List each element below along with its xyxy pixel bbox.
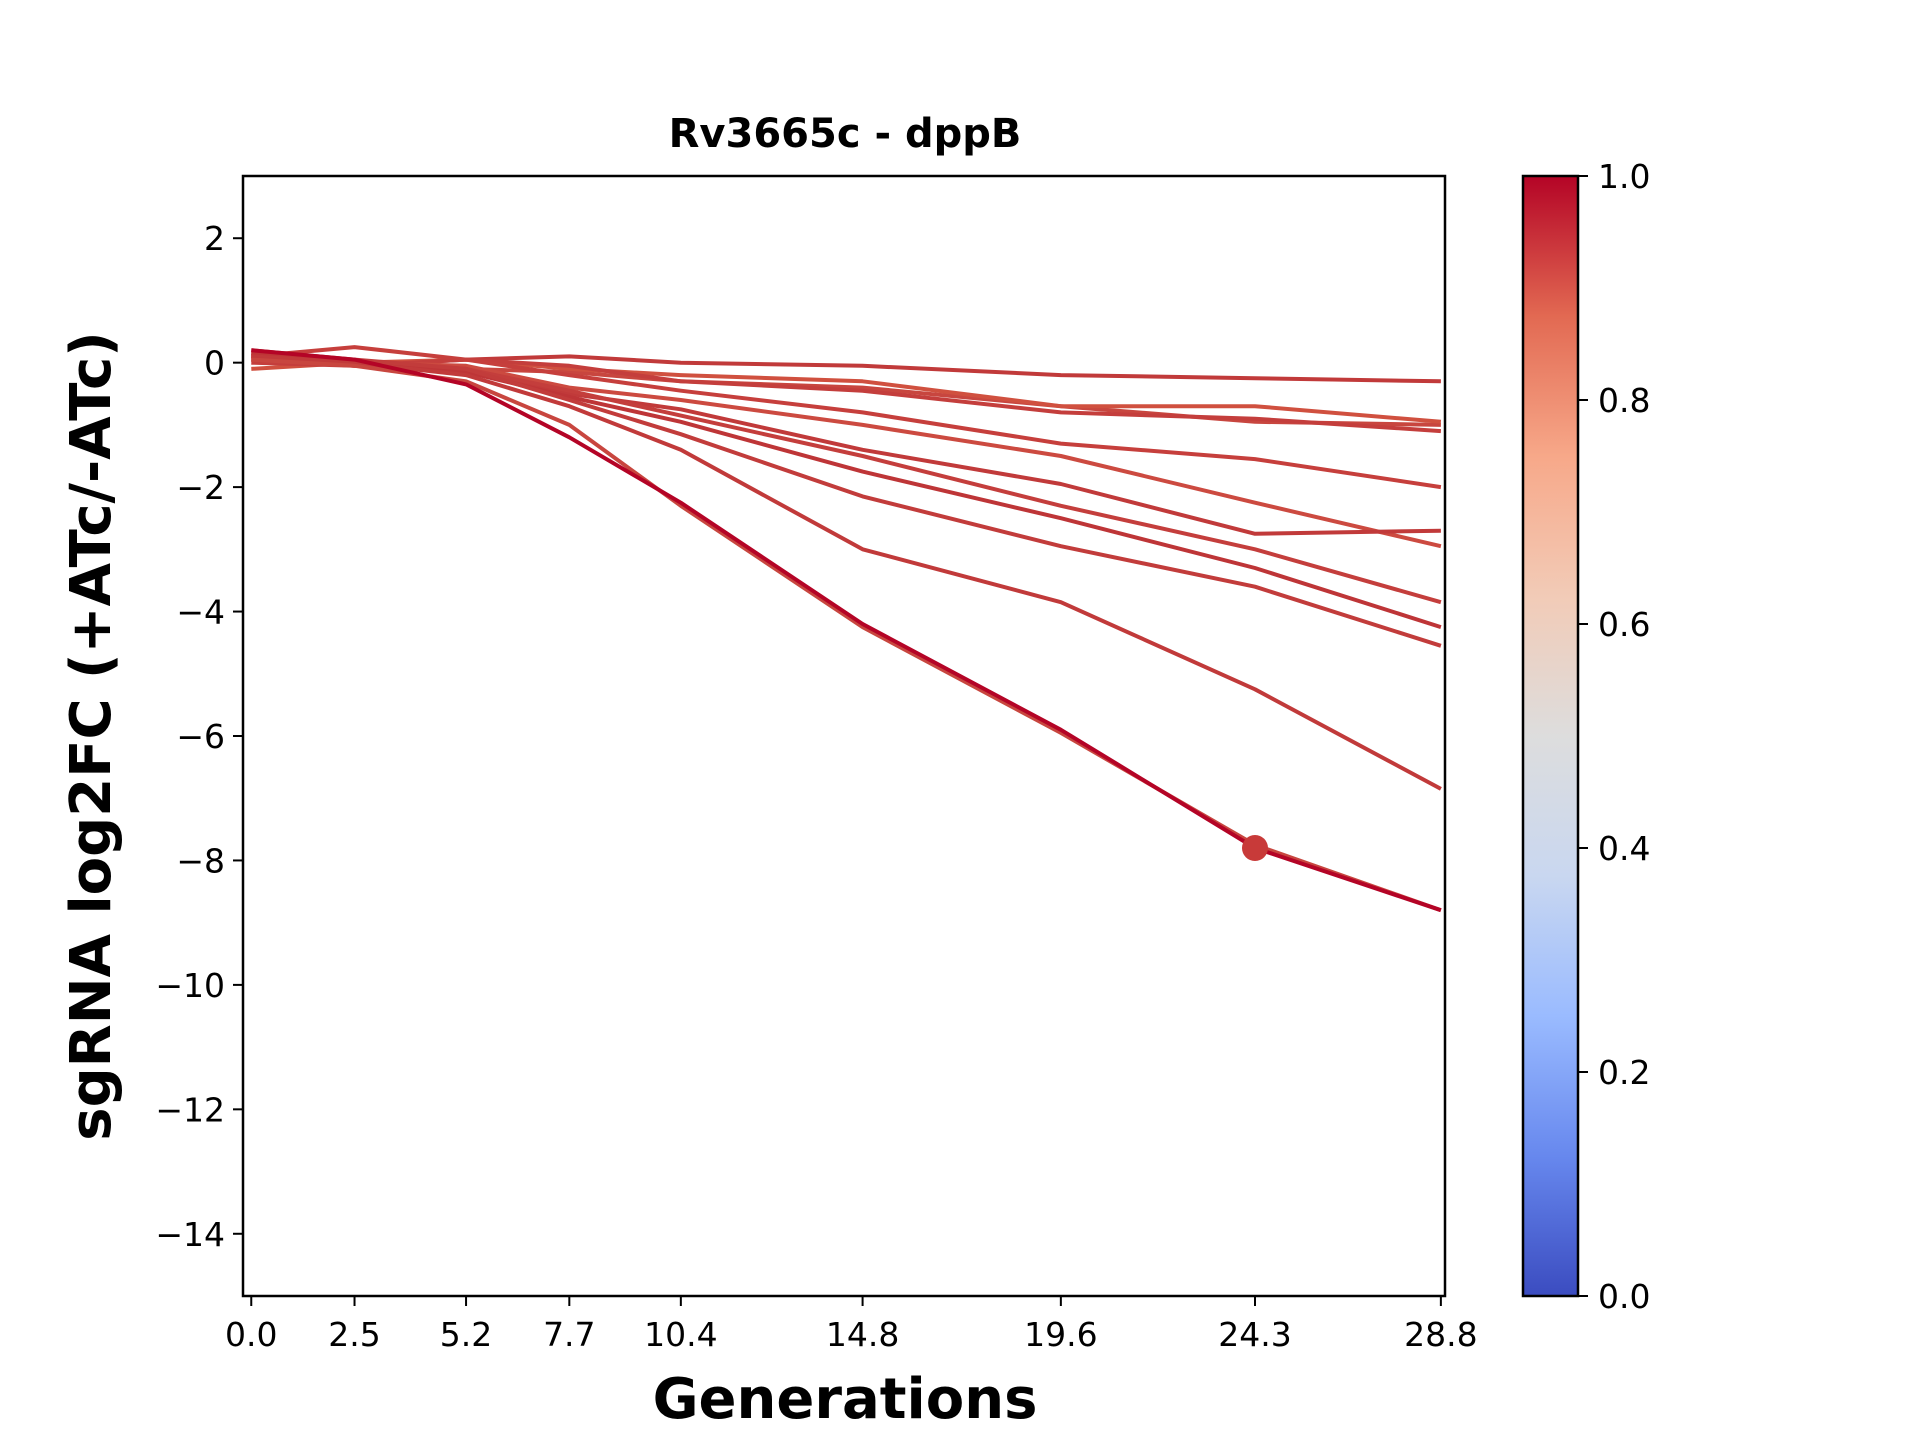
highlight-point: [1241, 835, 1268, 861]
series-layer: [251, 345, 1442, 913]
series-line-13: [251, 348, 1442, 913]
colorbar-tick-label: 0.6: [1598, 605, 1650, 644]
series-line-10: [251, 348, 1442, 648]
x-tick-label: 28.8: [1404, 1315, 1477, 1354]
series-line-5: [251, 345, 1442, 490]
y-tick-label: −2: [176, 468, 225, 507]
x-tick-label: 10.4: [644, 1315, 717, 1354]
x-tick-label: 19.6: [1024, 1315, 1097, 1354]
plot-area: [241, 174, 1447, 1298]
y-tick-label: −12: [155, 1090, 225, 1129]
x-tick-label: 14.8: [826, 1315, 899, 1354]
colorbar-tick-label: 0.0: [1598, 1277, 1650, 1316]
colorbar-ticks: 0.0 0.2 0.4 0.6 0.8 1.0: [1578, 157, 1650, 1316]
chart-title: Rv3665c - dppB: [669, 111, 1022, 157]
plot-frame: [241, 174, 1447, 1298]
colorbar-gradient: [1523, 176, 1578, 1296]
x-axis-label: Generations: [653, 1367, 1038, 1432]
y-axis-label: sgRNA log2FC (+ATc/-ATc): [59, 331, 124, 1141]
highlight-layer: [1241, 835, 1268, 861]
x-tick-label: 2.5: [328, 1315, 380, 1354]
x-tick-label: 5.2: [440, 1315, 492, 1354]
x-tick-label: 24.3: [1218, 1315, 1291, 1354]
colorbar-tick-label: 0.8: [1598, 381, 1650, 420]
colorbar-tick-label: 0.4: [1598, 829, 1650, 868]
y-tick-label: −14: [155, 1215, 225, 1254]
y-tick-label: −10: [155, 966, 225, 1005]
colorbar-tick-label: 0.2: [1598, 1053, 1650, 1092]
series-line-8: [251, 354, 1442, 605]
y-axis: 2 0 −2 −4 −6 −8 −10 −12 −14: [155, 219, 243, 1254]
colorbar-tick-label: 1.0: [1598, 157, 1650, 196]
colorbar-frame: [1521, 174, 1580, 1298]
y-tick-label: 2: [204, 219, 225, 258]
x-tick-label: 0.0: [225, 1315, 277, 1354]
x-axis: 0.0 2.5 5.2 7.7 10.4 14.8 19.6 24.3 28.8: [225, 1296, 1478, 1354]
y-tick-label: −8: [176, 841, 225, 880]
colorbar: 0.0 0.2 0.4 0.6 0.8 1.0: [1521, 157, 1650, 1316]
x-tick-label: 7.7: [543, 1315, 595, 1354]
y-tick-label: −4: [176, 593, 225, 632]
y-tick-label: −6: [176, 717, 225, 756]
y-tick-label: 0: [204, 344, 225, 383]
series-line-12: [251, 357, 1442, 913]
